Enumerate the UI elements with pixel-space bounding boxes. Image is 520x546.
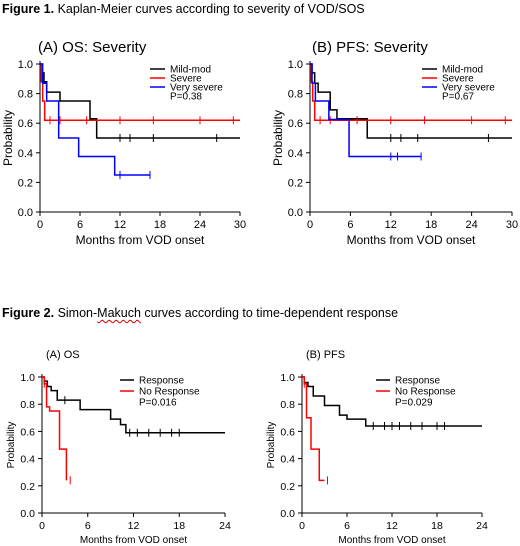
- figure-2-text-misspelled: Makuch: [97, 306, 141, 320]
- y-tick-label-0-0: 0.0: [288, 207, 303, 219]
- x-tick-label-0: 0: [37, 219, 43, 231]
- x-tick-label-12: 12: [114, 219, 126, 231]
- series-line-response: [42, 376, 225, 434]
- x-tick-label-0: 0: [307, 219, 313, 231]
- x-tick-label-24: 24: [465, 219, 477, 231]
- x-tick-label-12: 12: [385, 219, 397, 231]
- series-line-no-response: [42, 376, 68, 481]
- x-tick-label-18: 18: [173, 520, 185, 532]
- figure-2-label: Figure 2.: [2, 306, 55, 320]
- x-tick-label-12: 12: [128, 520, 140, 532]
- legend-entry-no-response: No Response: [395, 387, 456, 398]
- y-tick-label-0-4: 0.4: [20, 454, 35, 466]
- y-axis-label: Probability: [271, 110, 285, 166]
- x-tick-label-6: 6: [77, 219, 83, 231]
- y-tick-label-1-0: 1.0: [288, 59, 303, 71]
- y-tick-label-0-8: 0.8: [288, 89, 303, 101]
- y-tick-label-0-2: 0.2: [280, 481, 295, 493]
- series-line-severe: [40, 63, 240, 121]
- y-tick-label-0-0: 0.0: [20, 508, 35, 520]
- legend-entry-mild-mod: Mild-mod: [170, 65, 211, 76]
- figure-1-label: Figure 1.: [2, 2, 55, 16]
- p-value-label: P=0.016: [139, 398, 177, 409]
- x-tick-label-24: 24: [476, 520, 488, 532]
- y-tick-label-0-6: 0.6: [20, 426, 35, 438]
- x-tick-label-0: 0: [39, 520, 45, 532]
- legend-entry-very-severe: Very severe: [442, 83, 495, 94]
- x-tick-label-6: 6: [347, 219, 353, 231]
- figure-2-text-b: curves according to time-dependent respo…: [140, 306, 399, 320]
- os-severity-chart: (A) OS: Severity 0 6 12 18 24 30 0.0 0.2 0.4 0.6 0.…: [1, 39, 246, 247]
- y-axis-label: Probability: [1, 110, 15, 166]
- legend-entry-mild-mod: Mild-mod: [442, 65, 483, 76]
- p-value-label: P=0.67: [442, 92, 474, 103]
- x-tick-label-30: 30: [506, 219, 518, 231]
- x-axis-label: Months from VOD onset: [80, 535, 187, 546]
- figure-1-text: Kaplan-Meier curves according to severit…: [54, 2, 365, 16]
- y-tick-label-0-0: 0.0: [18, 207, 33, 219]
- chart-title: (B) PFS: Severity: [312, 39, 428, 56]
- y-tick-label-0-8: 0.8: [18, 89, 33, 101]
- y-tick-label-1-0: 1.0: [18, 59, 33, 71]
- x-tick-label-18: 18: [154, 219, 166, 231]
- x-tick-label-18: 18: [425, 219, 437, 231]
- legend-entry-no-response: No Response: [139, 387, 200, 398]
- p-value-label: P=0.029: [395, 398, 433, 409]
- legend-entry-response: Response: [395, 376, 440, 387]
- x-tick-label-0: 0: [299, 520, 305, 532]
- y-tick-label-0-8: 0.8: [280, 399, 295, 411]
- series-line-response: [302, 376, 482, 427]
- y-axis-label: Probability: [6, 422, 17, 469]
- x-tick-label-12: 12: [386, 520, 398, 532]
- legend-entry-very-severe: Very severe: [170, 83, 223, 94]
- chart-title: (B) PFS: [306, 349, 345, 361]
- y-tick-label-0-4: 0.4: [18, 148, 33, 160]
- series-line-very-severe: [310, 63, 422, 158]
- chart-title: (A) OS: Severity: [38, 39, 147, 56]
- x-axis-label: Months from VOD onset: [338, 535, 445, 546]
- y-tick-label-0-6: 0.6: [18, 118, 33, 130]
- x-tick-label-24: 24: [194, 219, 206, 231]
- y-tick-label-0-2: 0.2: [288, 177, 303, 189]
- x-axis-label: Months from VOD onset: [76, 233, 205, 247]
- y-tick-label-1-0: 1.0: [280, 372, 295, 384]
- pfs-response-chart: (B) PFS 0 6 12 18 24 0.0 0.2 0.4 0.6 0.8 1.0 Months …: [266, 349, 488, 546]
- p-value-label: P=0.38: [170, 92, 202, 103]
- y-tick-label-0-4: 0.4: [288, 148, 303, 160]
- x-axis-label: Months from VOD onset: [347, 233, 476, 247]
- x-tick-label-6: 6: [85, 520, 91, 532]
- legend-entry-response: Response: [139, 376, 184, 387]
- legend-entry-severe: Severe: [442, 74, 474, 85]
- x-tick-label-18: 18: [431, 520, 443, 532]
- os-response-chart: (A) OS 0 6 12 18 24 0.0 0.2 0.4 0.6 0.8 1.0 Months f…: [6, 349, 231, 546]
- chart-title: (A) OS: [46, 349, 80, 361]
- y-tick-label-0-6: 0.6: [280, 426, 295, 438]
- y-tick-label-0-0: 0.0: [280, 508, 295, 520]
- legend-entry-severe: Severe: [170, 74, 202, 85]
- y-tick-label-1-0: 1.0: [20, 372, 35, 384]
- figure-1-caption: Figure 1. Kaplan-Meier curves according …: [2, 2, 365, 16]
- y-axis-label: Probability: [266, 422, 277, 469]
- figure-2-caption: Figure 2. Simon-Makuch curves according …: [2, 306, 398, 320]
- x-tick-label-6: 6: [344, 520, 350, 532]
- pfs-severity-chart: (B) PFS: Severity 0 6 12 18 24 30 0.0 0.2 0.4 0.6 0…: [271, 39, 518, 247]
- y-tick-label-0-6: 0.6: [288, 118, 303, 130]
- x-tick-label-30: 30: [234, 219, 246, 231]
- y-tick-label-0-2: 0.2: [18, 177, 33, 189]
- x-tick-label-24: 24: [219, 520, 231, 532]
- y-tick-label-0-4: 0.4: [280, 454, 295, 466]
- y-tick-label-0-8: 0.8: [20, 399, 35, 411]
- series-line-very-severe: [40, 63, 150, 176]
- y-tick-label-0-2: 0.2: [20, 481, 35, 493]
- figure-2-text-a: Simon-: [54, 306, 98, 320]
